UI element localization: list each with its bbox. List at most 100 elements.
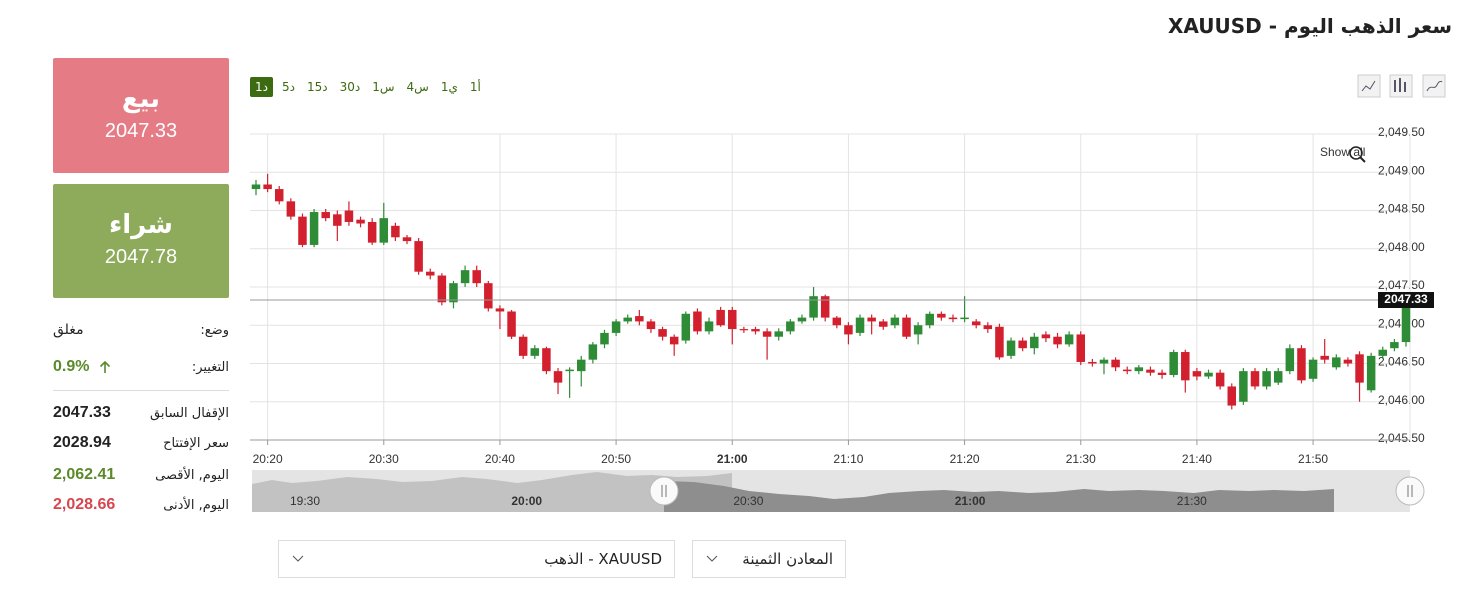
y-tick-label: 2,049.00 — [1378, 163, 1425, 177]
stat-value: 2,062.41 — [53, 466, 116, 483]
timeframe-button[interactable]: 15د — [306, 80, 328, 94]
x-tick-label: 20:30 — [369, 452, 399, 466]
candle-body — [1157, 372, 1167, 375]
sell-button[interactable]: بيع 2047.33 — [53, 58, 229, 173]
candle-body — [1146, 369, 1155, 373]
stat-row: اليوم, الأدنى 2,028.66 — [53, 496, 229, 514]
navigator-label: 20:30 — [733, 494, 763, 508]
candle-body — [472, 270, 481, 284]
timeframe-button[interactable]: 1أ — [469, 80, 481, 94]
candle-body — [1332, 357, 1341, 368]
candle-body — [391, 225, 400, 238]
candle-body — [542, 348, 551, 372]
timeframe-button[interactable]: 1س — [372, 80, 395, 94]
stat-row: الإقفال السابق 2047.33 — [53, 404, 229, 422]
y-tick-label: 2,046.00 — [1378, 393, 1425, 407]
candle-body — [437, 275, 447, 303]
candle-body — [588, 344, 598, 360]
navigator-handle[interactable] — [1395, 476, 1425, 506]
candle-body — [1355, 354, 1364, 383]
buy-button[interactable]: شراء 2047.78 — [53, 184, 229, 298]
candle-body — [1343, 359, 1353, 364]
x-tick-label: 21:00 — [717, 452, 748, 466]
chevron — [706, 555, 718, 562]
candle-body — [1181, 352, 1190, 381]
sell-label: بيع — [121, 84, 161, 114]
x-tick-label: 21:50 — [1298, 452, 1328, 466]
candle-body — [1215, 372, 1225, 387]
candle-body — [669, 336, 679, 345]
candle-body — [1088, 361, 1097, 364]
up-arrow — [100, 360, 111, 373]
candle-body — [298, 216, 307, 245]
navigator-selected-series — [664, 481, 1334, 512]
candle-body — [1366, 355, 1376, 391]
instrument-select[interactable]: XAUUSD - الذهب — [278, 540, 675, 578]
page-title: سعر الذهب اليوم - XAUUSD — [1167, 14, 1452, 38]
navigator-handle[interactable] — [649, 476, 679, 506]
status-row: وضع: مغلق — [53, 322, 229, 338]
candle-body — [367, 221, 377, 243]
change-box: 0.9% — [53, 358, 111, 376]
candle-body — [1111, 359, 1120, 368]
candle-body — [611, 321, 621, 333]
select-text: المعادن الثمينة — [742, 550, 833, 568]
chevron — [292, 555, 304, 562]
candle-body — [1273, 371, 1283, 383]
navigator-label: 19:30 — [290, 494, 320, 508]
candle-body — [1297, 348, 1306, 381]
last-price-box — [1378, 292, 1434, 309]
candle-body — [333, 214, 342, 226]
candle-body — [344, 210, 354, 222]
candle-body — [1041, 334, 1051, 339]
zoom-icon — [1349, 146, 1366, 163]
candle-body — [1006, 340, 1016, 356]
navigator-label: 21:00 — [955, 494, 986, 508]
candle-body — [449, 283, 458, 303]
candle-body — [913, 325, 923, 335]
candle-body — [1134, 367, 1144, 372]
candle-body — [530, 348, 540, 356]
candle-body — [1320, 355, 1329, 360]
show-all[interactable]: Show all — [1320, 145, 1365, 159]
candle-body — [762, 331, 772, 337]
y-tick-label: 2,048.00 — [1378, 240, 1425, 254]
candle-body — [1227, 386, 1237, 406]
candle-body — [1169, 352, 1178, 375]
candle-body — [983, 325, 993, 330]
stat-value: 2,028.66 — [53, 496, 116, 513]
candle-body — [1099, 359, 1109, 364]
category-select[interactable]: المعادن الثمينة — [692, 540, 846, 578]
candle-body — [844, 325, 853, 335]
candle-body — [484, 283, 493, 309]
timeframe-button[interactable]: 5د — [281, 80, 295, 94]
candle-body — [379, 218, 389, 243]
candle-body — [879, 321, 888, 327]
candle-body — [1064, 334, 1074, 345]
candle-body — [263, 184, 272, 190]
timeframe-button[interactable]: 30د — [339, 80, 361, 94]
candle-body — [646, 321, 656, 330]
timeframe-button[interactable]: 1ي — [440, 80, 458, 94]
y-tick-label: 2,045.50 — [1378, 431, 1425, 445]
plot: 2,045.50 2,046.00 2,046.50 2,047.00 2,047.50… — [250, 125, 1434, 466]
stat-value: 2028.94 — [53, 434, 111, 451]
sell-price: 2047.33 — [104, 120, 178, 142]
stat-label: سعر الإفتتاح — [163, 435, 229, 451]
candle-body — [1308, 359, 1318, 379]
buy-price: 2047.78 — [104, 246, 178, 268]
candle-body — [693, 311, 702, 332]
timeframe-button[interactable]: 4س — [406, 80, 429, 94]
y-tick-label: 2,046.50 — [1378, 355, 1425, 369]
candle-body — [1401, 300, 1411, 343]
timeframe-button[interactable]: 1د — [250, 77, 273, 97]
candle-body — [495, 308, 505, 312]
candle-body — [925, 313, 934, 326]
candle-body — [937, 313, 946, 318]
candle-body — [1390, 342, 1399, 349]
candle-body — [1018, 340, 1027, 349]
candle-body — [600, 332, 609, 345]
candle-body — [797, 317, 807, 322]
candle-body — [786, 321, 795, 332]
